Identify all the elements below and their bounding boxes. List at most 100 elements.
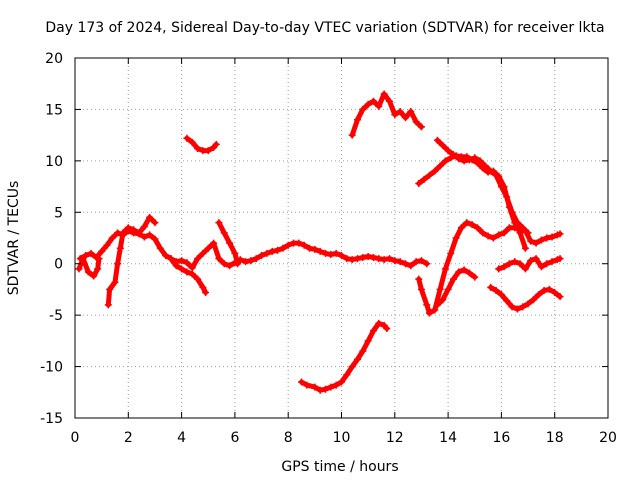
data-point-track-11-8	[452, 234, 460, 242]
data-point-track-01-41	[295, 239, 303, 247]
data-point-track-11-15	[489, 234, 497, 242]
data-point-track-08-11	[407, 107, 415, 115]
data-point-track-01-35	[263, 249, 271, 257]
x-tick-label-8: 16	[492, 430, 510, 446]
data-point-track-13-0	[487, 283, 495, 291]
data-point-track-07-10	[353, 355, 361, 363]
data-point-track-10-3	[449, 151, 457, 159]
data-point-track-01-50	[343, 255, 351, 263]
data-point-track-09-5	[441, 157, 449, 165]
data-point-track-01-39	[284, 241, 292, 249]
x-tick-label-9: 18	[546, 430, 564, 446]
x-axis-label: GPS time / hours	[281, 459, 398, 475]
x-tick-label-3: 6	[230, 430, 239, 446]
data-point-track-01-25	[210, 239, 218, 247]
data-point-track-05-0	[215, 219, 223, 227]
data-point-track-12-5	[460, 266, 468, 274]
data-point-track-01-23	[199, 249, 207, 257]
data-point-track-11-3	[425, 309, 433, 317]
series-layer	[75, 90, 564, 394]
data-point-track-08-8	[391, 111, 399, 119]
data-point-track-11-24	[537, 236, 545, 244]
data-point-track-11-4	[431, 306, 439, 314]
data-point-track-01-36	[268, 247, 276, 255]
data-point-track-01-56	[375, 255, 383, 263]
data-point-track-08-3	[364, 100, 372, 108]
axis-ticks: 0 2 4 6 8 10 12 14 16 18 20 -15 -10 -5 0 5 10 15 20	[40, 51, 617, 446]
data-point-track-13-11	[545, 285, 553, 293]
data-point-track-07-1	[303, 381, 311, 389]
data-point-track-02-3	[90, 272, 98, 280]
data-point-track-07-6	[332, 381, 340, 389]
data-point-track-11-9	[457, 224, 465, 232]
data-point-track-08-6	[380, 90, 388, 98]
data-point-track-13-10	[540, 286, 548, 294]
data-point-track-12-7	[471, 273, 479, 281]
data-point-track-03-1	[106, 285, 114, 293]
data-point-track-07-12	[364, 337, 372, 345]
data-point-track-02-4	[94, 265, 102, 273]
data-point-track-14-4	[516, 260, 524, 268]
data-point-track-14-12	[556, 255, 564, 263]
data-point-track-01-43	[306, 244, 314, 252]
data-point-track-01-19	[178, 257, 186, 265]
data-point-track-04-0	[167, 255, 175, 263]
data-point-track-12-4	[455, 268, 463, 276]
data-point-track-04-1	[172, 262, 180, 270]
data-point-track-13-13	[556, 293, 564, 301]
data-point-track-01-24	[204, 244, 212, 252]
data-point-track-03-11	[151, 219, 159, 227]
data-point-track-06-4	[204, 147, 212, 155]
x-tick-label-0: 0	[71, 430, 80, 446]
data-point-track-01-4	[98, 247, 106, 255]
data-point-track-09-3	[431, 167, 439, 175]
data-point-track-11-16	[495, 231, 503, 239]
data-point-track-01-28	[226, 262, 234, 270]
data-point-track-12-6	[465, 269, 473, 277]
y-tick-label-5: 10	[45, 154, 63, 170]
data-point-track-04-6	[199, 283, 207, 291]
x-tick-label-2: 4	[177, 430, 186, 446]
series-line-track-01	[77, 228, 430, 271]
data-point-track-11-5	[436, 285, 444, 293]
data-point-track-01-16	[162, 251, 170, 259]
data-point-track-01-64	[417, 257, 425, 265]
data-point-track-13-12	[551, 289, 559, 297]
data-point-track-06-1	[188, 138, 196, 146]
x-tick-label-5: 10	[333, 430, 351, 446]
data-point-track-11-19	[511, 224, 519, 232]
data-point-track-13-9	[535, 291, 543, 299]
data-point-track-07-8	[343, 371, 351, 379]
y-tick-label-3: 0	[54, 257, 63, 273]
data-point-track-01-45	[316, 247, 324, 255]
data-point-track-02-2	[84, 268, 92, 276]
data-point-track-07-7	[338, 378, 345, 386]
data-point-track-12-1	[439, 296, 447, 304]
data-point-track-07-13	[369, 327, 377, 335]
data-point-track-09-20	[521, 244, 529, 252]
data-point-track-01-33	[252, 255, 260, 263]
data-point-track-11-0	[415, 275, 423, 283]
data-point-track-01-60	[396, 258, 404, 266]
data-point-track-10-13	[503, 193, 511, 201]
data-point-track-01-2	[87, 249, 95, 257]
data-point-track-04-3	[183, 268, 191, 276]
data-point-track-11-1	[417, 285, 425, 293]
data-point-track-01-27	[220, 260, 228, 268]
data-point-track-07-9	[348, 363, 356, 371]
y-tick-label-7: 20	[45, 51, 63, 67]
data-point-track-13-2	[497, 291, 505, 299]
data-point-track-08-12	[412, 118, 420, 126]
data-point-track-11-23	[532, 239, 540, 247]
data-point-track-11-21	[521, 227, 529, 235]
data-point-track-13-8	[529, 296, 537, 304]
x-tick-label-7: 14	[439, 430, 457, 446]
data-point-track-13-6	[519, 303, 527, 311]
series-line-track-08	[349, 91, 424, 138]
data-point-track-13-7	[524, 300, 532, 308]
data-point-track-01-48	[332, 249, 340, 257]
data-point-track-12-0	[433, 301, 441, 309]
data-point-track-03-9	[140, 223, 148, 231]
data-point-track-10-15	[513, 219, 521, 227]
data-point-track-14-9	[543, 260, 551, 268]
